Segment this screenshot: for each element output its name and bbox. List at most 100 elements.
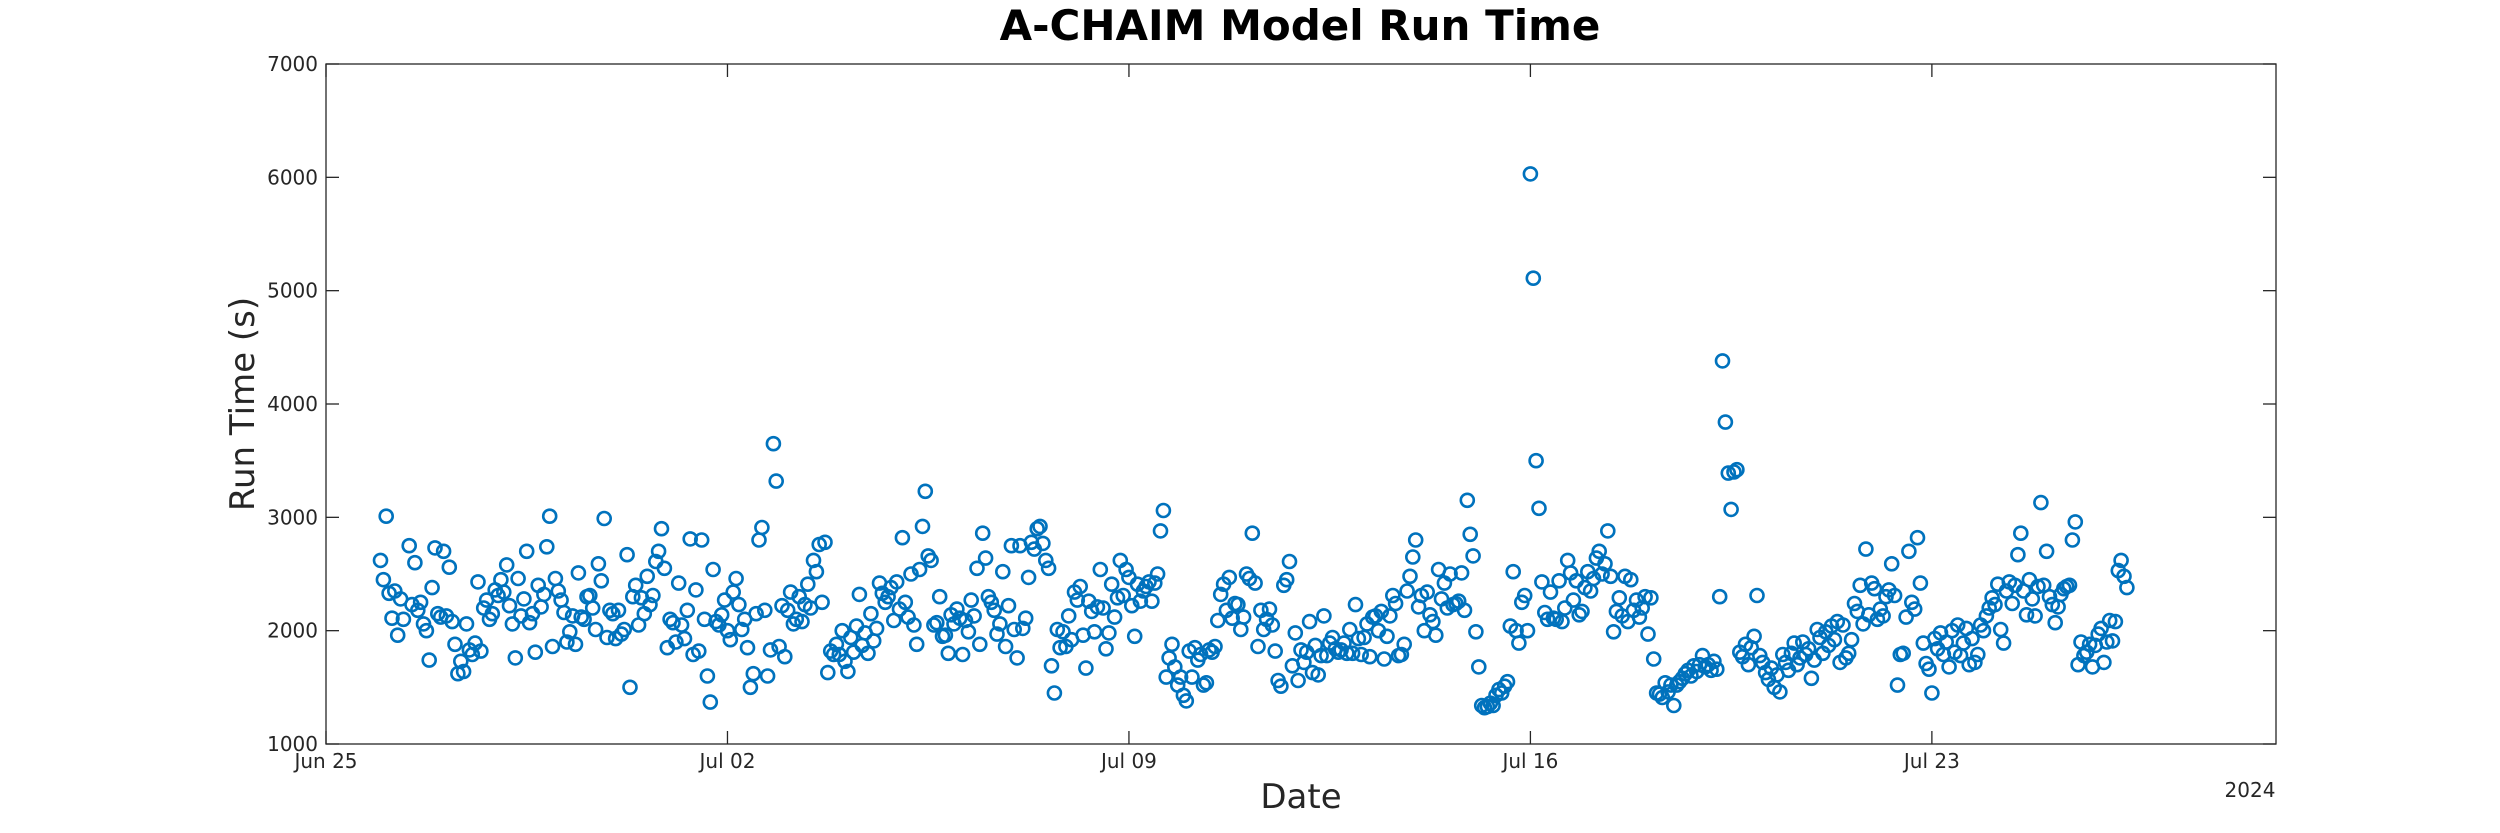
data-point — [1347, 596, 1364, 613]
data-point — [384, 610, 400, 627]
data-point — [1499, 673, 1516, 690]
data-point — [1987, 596, 2003, 613]
data-point — [1296, 654, 1312, 671]
data-point — [444, 613, 461, 630]
data-point — [1428, 627, 1444, 644]
data-point — [1310, 667, 1326, 683]
data-point — [756, 602, 773, 619]
data-point — [986, 602, 1003, 619]
data-point — [1017, 610, 1034, 627]
data-point — [1336, 635, 1352, 651]
data-point — [745, 665, 762, 682]
data-point — [960, 623, 977, 640]
data-point — [673, 617, 690, 633]
data-point — [639, 568, 656, 585]
data-point — [556, 604, 572, 621]
data-point — [547, 570, 564, 587]
data-point — [688, 582, 704, 598]
data-point — [1666, 697, 1682, 714]
data-point — [1118, 561, 1134, 578]
data-point — [2078, 644, 2095, 661]
data-point — [917, 483, 934, 500]
data-point — [1485, 697, 1501, 714]
data-points — [372, 166, 2135, 716]
data-point — [908, 636, 925, 653]
data-point — [1539, 611, 1556, 628]
y-tick-label: 7000 — [267, 52, 318, 76]
data-point — [395, 611, 412, 628]
data-point — [728, 570, 744, 587]
data-point — [1542, 584, 1559, 600]
data-point — [1786, 635, 1802, 651]
data-point — [1038, 552, 1054, 569]
x-tick-label: Jul 16 — [1500, 749, 1558, 773]
data-point — [748, 605, 764, 622]
data-point — [1247, 575, 1263, 591]
data-point — [888, 574, 905, 590]
data-point — [762, 642, 779, 658]
data-point — [1970, 646, 1986, 663]
data-point — [559, 634, 575, 650]
data-point — [1746, 628, 1762, 645]
data-point — [484, 605, 501, 622]
data-point — [656, 560, 673, 577]
data-point — [550, 583, 567, 599]
data-point — [1835, 617, 1851, 633]
data-point — [1273, 678, 1289, 695]
data-point — [1525, 270, 1542, 287]
data-point — [2061, 577, 2078, 594]
data-point — [470, 574, 486, 590]
data-point — [1396, 636, 1412, 653]
data-point — [966, 608, 982, 624]
data-point — [2024, 591, 2041, 607]
y-tick-label: 2000 — [267, 619, 318, 643]
data-point — [840, 663, 856, 680]
data-point — [1522, 166, 1539, 182]
data-point — [1640, 626, 1656, 642]
data-point — [702, 694, 719, 710]
data-point — [1846, 595, 1863, 612]
data-point — [409, 602, 426, 619]
data-point — [602, 602, 618, 619]
data-point — [518, 543, 535, 560]
data-point — [1924, 685, 1940, 701]
data-point — [2081, 636, 2098, 653]
data-point — [1803, 670, 1820, 687]
data-point — [719, 622, 736, 639]
data-point — [2013, 525, 2029, 542]
data-point — [1014, 620, 1031, 637]
data-point — [521, 614, 538, 631]
data-point — [378, 508, 395, 525]
data-point — [1809, 621, 1825, 638]
data-point — [1442, 566, 1458, 582]
data-point — [1098, 640, 1114, 657]
data-point — [733, 621, 750, 638]
data-point — [1597, 555, 1613, 572]
data-point — [1198, 674, 1215, 691]
data-point — [1964, 630, 1980, 647]
data-point — [814, 594, 830, 611]
data-point — [1941, 659, 1957, 675]
data-point — [1895, 645, 1911, 662]
data-point — [739, 639, 756, 656]
data-point — [1574, 603, 1590, 620]
data-point — [2010, 546, 2026, 563]
data-point — [1709, 661, 1725, 678]
data-point — [584, 600, 601, 616]
data-point — [1195, 677, 1212, 693]
data-point — [642, 596, 658, 613]
data-point — [837, 653, 853, 670]
data-point — [1866, 580, 1883, 597]
data-point — [1060, 608, 1077, 624]
data-point — [2027, 608, 2043, 624]
data-point — [765, 435, 782, 452]
data-point — [670, 575, 687, 591]
data-point — [751, 532, 767, 548]
data-point — [1912, 575, 1929, 591]
data-point — [1106, 609, 1123, 625]
data-point — [776, 648, 793, 665]
data-point — [1124, 597, 1140, 614]
data-point — [1886, 587, 1903, 604]
axis-ticks: 1000 2000 3000 4000 5000 6000 7000 Jun 25 Jul 02… — [267, 52, 2276, 773]
data-point — [1126, 628, 1143, 645]
